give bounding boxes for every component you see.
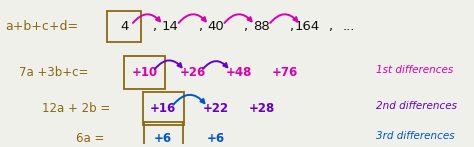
Text: 7a +3b+c=: 7a +3b+c= (19, 66, 88, 79)
Text: ,: , (289, 20, 293, 33)
Text: 88: 88 (253, 20, 270, 33)
Text: +6: +6 (207, 132, 225, 145)
FancyArrowPatch shape (173, 95, 204, 105)
FancyArrowPatch shape (270, 14, 297, 23)
Text: +26: +26 (180, 66, 206, 79)
Text: +10: +10 (132, 66, 158, 79)
Text: a+b+c+d=: a+b+c+d= (5, 20, 78, 33)
Text: ,: , (198, 20, 202, 33)
Text: +76: +76 (271, 66, 298, 79)
Text: +22: +22 (203, 102, 229, 115)
Text: ,: , (152, 20, 156, 33)
Text: ...: ... (342, 20, 355, 33)
Text: 4: 4 (120, 20, 128, 33)
FancyArrowPatch shape (203, 61, 228, 69)
Text: ,: , (328, 20, 332, 33)
FancyArrowPatch shape (225, 14, 252, 23)
Text: +28: +28 (248, 102, 275, 115)
Text: +16: +16 (150, 102, 176, 115)
Text: 14: 14 (162, 20, 179, 33)
FancyArrowPatch shape (155, 60, 182, 69)
Text: +48: +48 (226, 66, 252, 79)
Text: 2nd differences: 2nd differences (376, 101, 457, 111)
Text: +6: +6 (154, 132, 172, 145)
Text: ,: , (244, 20, 247, 33)
FancyArrowPatch shape (179, 14, 206, 23)
Text: 12a + 2b =: 12a + 2b = (42, 102, 110, 115)
FancyArrowPatch shape (133, 14, 160, 23)
Text: 1st differences: 1st differences (376, 65, 453, 75)
Text: 3rd differences: 3rd differences (376, 131, 455, 141)
Text: 6a =: 6a = (76, 132, 105, 145)
Text: 40: 40 (208, 20, 224, 33)
Text: 164: 164 (295, 20, 320, 33)
